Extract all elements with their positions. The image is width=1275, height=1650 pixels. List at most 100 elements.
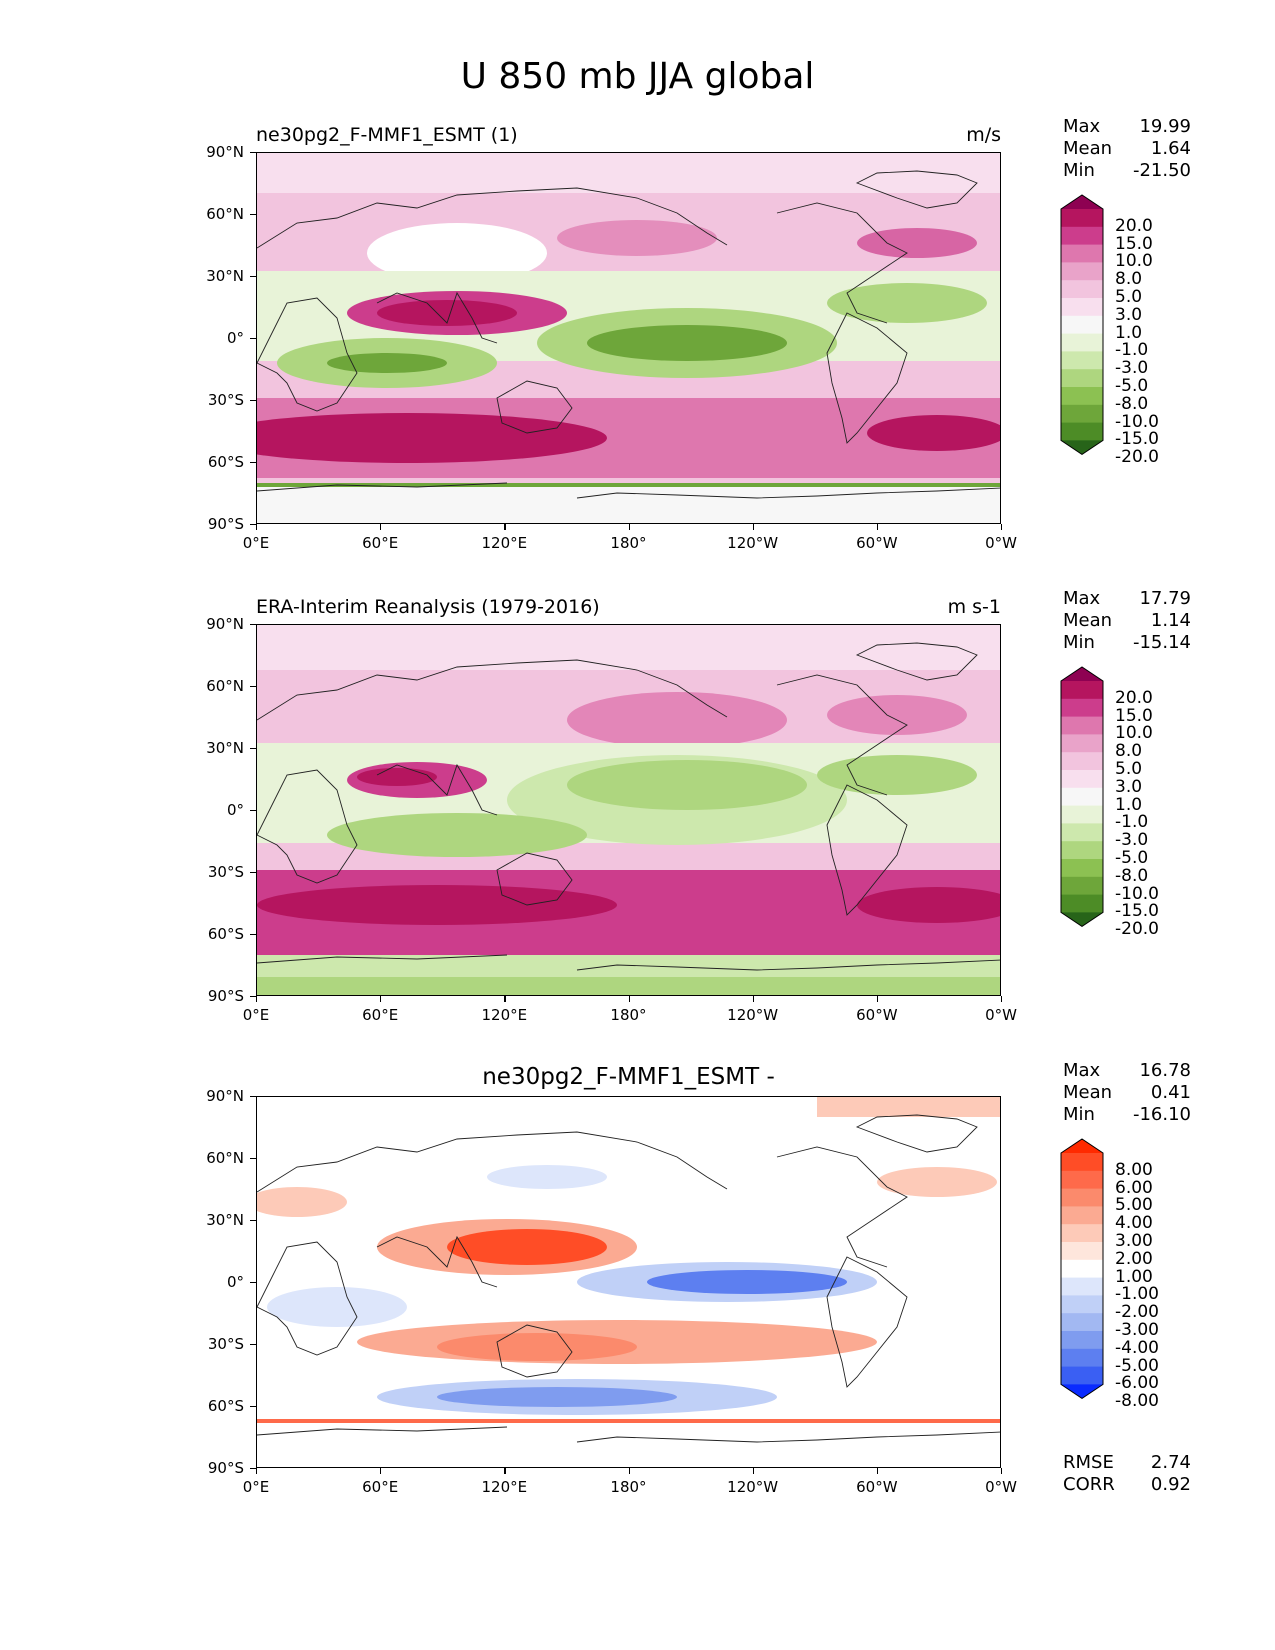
coastlines [257,170,1000,499]
stat-min-value: -16.10 [1132,1104,1191,1125]
lat-tick-mark [250,1406,256,1408]
colorbar-segment [1061,404,1103,424]
colorbar-segment [1061,681,1103,700]
stats-box: Max 16.78 Mean 0.41 Min -16.10 [1063,1060,1191,1126]
lat-tick-label: 90°N [206,615,244,633]
lon-tick-label: 0°W [985,1478,1017,1496]
colorbar-tick-label: -3.0 [1115,358,1149,379]
lat-tick-mark [250,996,256,998]
lon-tick-mark [876,1468,879,1474]
colorbar-segment [1061,823,1103,842]
lat-tick-label: 30°S [207,1335,244,1353]
stat-mean-value: 1.64 [1150,138,1191,159]
stat-min-label: Min [1063,632,1095,653]
field-shading [257,153,1000,523]
stat-max-value: 16.78 [1139,1060,1191,1081]
lat-tick-label: 60°S [207,1397,244,1415]
colorbar-tick-label: -15.0 [1115,429,1159,450]
lat-tick-mark [250,462,256,464]
lon-tick-label: 120°E [481,534,528,552]
lon-tick-label: 60°E [362,1006,399,1024]
lon-tick-label: 120°E [481,1478,528,1496]
colorbar-tick-label: -10.0 [1115,883,1159,904]
lat-tick-mark [250,400,256,402]
lat-tick-label: 60°S [207,925,244,943]
stat-min-value: -21.50 [1132,160,1191,181]
colorbar-tick-label: -5.0 [1115,376,1149,396]
coastlines [257,642,1000,971]
panel-units: m/s [966,124,1001,146]
stat-min-value: -15.14 [1132,632,1191,653]
colorbar-segment [1061,1188,1103,1207]
lat-tick-label: 30°S [207,391,244,409]
lon-tick-mark [380,996,382,1002]
colorbar-segment [1061,387,1103,406]
colorbar-extend-max [1061,1139,1103,1153]
colorbar-segment [1061,1366,1103,1385]
lat-tick-label: 90°S [207,515,244,533]
colorbar-segment [1061,333,1103,352]
lon-tick-label: 0°E [242,534,270,552]
panel-title: ERA-Interim Reanalysis (1979-2016) [256,596,600,618]
lat-tick-label: 30°N [206,739,244,757]
colorbar-segment [1061,1313,1103,1332]
colorbar-segment [1061,226,1103,246]
stat-corr-label: CORR [1063,1474,1115,1495]
lat-tick-mark [250,1344,256,1346]
lon-tick-label: 60°W [856,1478,898,1496]
colorbar-svg [1060,666,1104,928]
colorbar-tick-label: 8.0 [1115,741,1143,762]
stat-mean-value: 0.41 [1150,1082,1191,1103]
colorbar-segment [1061,698,1103,718]
colorbar-tick-label: -4.00 [1115,1337,1159,1358]
colorbar-segment [1061,1331,1103,1350]
colorbar-segment [1061,369,1103,388]
stat-rmse-label: RMSE [1063,1452,1114,1473]
lat-tick-mark [250,524,256,526]
colorbar-tick-label: 6.00 [1115,1177,1153,1198]
lon-tick-label: 0°E [242,1006,270,1024]
lon-tick-mark [752,996,754,1002]
stats-box: Max 17.79 Mean 1.14 Min -15.14 [1063,588,1191,654]
stat-max-value: 17.79 [1139,588,1191,609]
lat-tick-label: 0° [226,329,244,347]
colorbar-outline [1060,194,1104,456]
lon-tick-label: 180° [610,1478,647,1496]
colorbar-tick-label: -8.00 [1115,1391,1159,1412]
colorbar-segment [1061,209,1103,228]
colorbar-svg [1060,194,1104,456]
coastlines [257,1114,1000,1443]
colorbar-segment [1061,298,1103,317]
lon-tick-label: 180° [610,534,647,552]
colorbar-tick-label: 1.0 [1115,794,1143,815]
lon-tick-mark [752,524,754,530]
map-area [256,152,1001,524]
lat-tick-label: 30°N [206,267,244,285]
colorbar-segment [1061,1277,1103,1296]
lat-tick-label: 90°S [207,1459,244,1477]
lat-tick-label: 0° [226,1273,244,1291]
lon-tick-mark [504,1468,506,1474]
lon-tick-mark [1001,524,1003,530]
colorbar-tick-label: -1.0 [1115,812,1149,833]
lon-tick-mark [876,996,879,1002]
colorbar [1060,194,1104,459]
colorbar-tick-label: -3.0 [1115,830,1149,851]
figure-title: U 850 mb JJA global [460,56,815,97]
map-area [256,1096,1001,1468]
lat-tick-mark [250,152,256,154]
colorbar-tick-label: -1.0 [1115,340,1149,361]
colorbar-tick-label: 5.0 [1115,287,1143,307]
lon-tick-label: 60°W [856,1006,898,1024]
colorbar-tick-label: 20.0 [1115,687,1153,708]
colorbar-tick-label: -10.0 [1115,411,1159,432]
colorbar-tick-label: -8.0 [1115,865,1149,886]
lat-tick-label: 60°N [206,205,244,223]
colorbar [1060,666,1104,931]
colorbar-segment [1061,1295,1103,1314]
lon-tick-mark [380,524,382,530]
lat-tick-label: 30°N [206,1211,244,1229]
colorbar-tick-label: -1.00 [1115,1284,1159,1305]
colorbar-tick-label: 8.0 [1115,269,1143,290]
colorbar-tick-label: -8.0 [1115,393,1149,414]
